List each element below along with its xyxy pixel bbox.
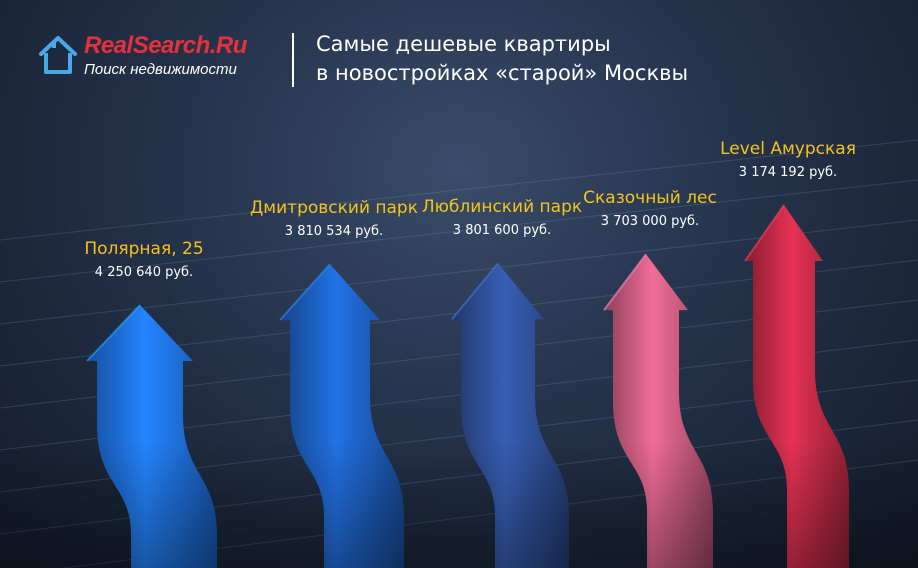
bar-label: Сказочный лес 3 703 000 руб.	[583, 188, 717, 229]
arrow-highlight	[86, 304, 141, 362]
floor-shadow	[0, 440, 918, 568]
bar-label: Люблинский парк 3 801 600 руб.	[422, 197, 582, 238]
value-label: 3 801 600 руб.	[452, 223, 552, 239]
value-label: 3 174 192 руб.	[738, 165, 838, 180]
logo-tagline: Поиск недвижимости	[84, 61, 237, 78]
logo[interactable]: RealSearch.Ru Поиск недвижимости	[38, 32, 278, 82]
value-label: 3 810 534 руб.	[284, 224, 384, 240]
arrow-highlight	[744, 204, 785, 262]
value-label: 3 703 000 руб.	[600, 214, 700, 230]
grid-line	[0, 139, 918, 241]
category-label: Полярная, 25	[84, 239, 204, 259]
value-label: 4 250 640 руб.	[94, 265, 194, 280]
grid-line	[0, 179, 918, 283]
arrow-highlight	[603, 253, 647, 311]
category-label: Сказочный лес	[583, 188, 717, 209]
category-label: Дмитровский парк	[250, 198, 418, 219]
title-line-2: в новостройках «старой» Москвы	[316, 61, 689, 85]
header-divider	[292, 33, 294, 87]
arrow-highlight	[451, 262, 499, 320]
header: RealSearch.Ru Поиск недвижимости Самые д…	[0, 0, 918, 100]
chart-title: Самые дешевые квартиры в новостройках «с…	[316, 30, 876, 88]
title-line-1: Самые дешевые квартиры	[316, 32, 611, 56]
arrow-highlight	[279, 263, 331, 321]
category-label: Люблинский парк	[421, 197, 583, 218]
house-icon	[39, 36, 77, 74]
bar-label: Полярная, 25 4 250 640 руб.	[84, 239, 203, 280]
logo-brand: RealSearch.Ru	[84, 32, 247, 59]
bar-label: Level Амурская 3 174 192 руб.	[720, 139, 856, 180]
bar-label: Дмитровский парк 3 810 534 руб.	[250, 198, 418, 239]
category-label: Level Амурская	[720, 139, 856, 159]
